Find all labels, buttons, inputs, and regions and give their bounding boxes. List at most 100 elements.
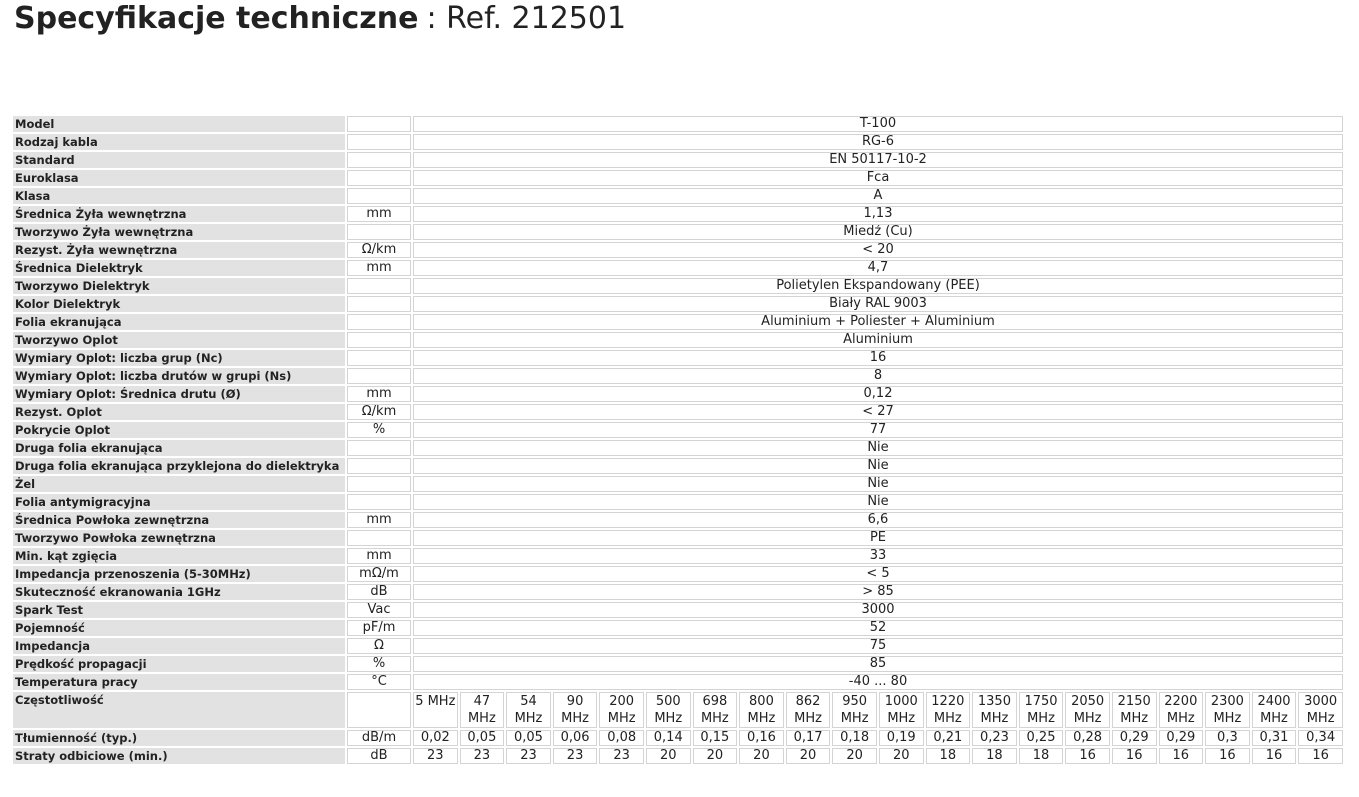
row-label: Wymiary Oplot: liczba grup (Nc): [13, 350, 345, 366]
row-label: Impedancja przenoszenia (5-30MHz): [13, 566, 345, 582]
spec-row: Rezyst. Żyła wewnętrzna Ω/km < 20: [13, 242, 1343, 258]
return-loss-cell: 20: [878, 748, 924, 764]
row-label: Model: [13, 116, 345, 132]
frequency-cell: 862 MHz: [785, 692, 831, 728]
row-unit: [347, 134, 411, 150]
spec-row: Klasa A: [13, 188, 1343, 204]
attenuation-cell: 0,17: [785, 730, 831, 746]
spec-row: Min. kąt zgięcia mm 33: [13, 548, 1343, 564]
spec-row: Skuteczność ekranowania 1GHz dB > 85: [13, 584, 1343, 600]
frequency-cell: 2300 MHz: [1205, 692, 1250, 728]
row-unit: [347, 278, 411, 294]
row-value: EN 50117-10-2: [413, 152, 1343, 168]
spec-row: Kolor Dielektryk Biały RAL 9003: [13, 296, 1343, 312]
frequency-row: Częstotliwość 5 MHz 47 MHz 54 MHz 90 MHz 200 …: [13, 692, 1343, 728]
row-label: Średnica Żyła wewnętrzna: [13, 206, 345, 222]
row-value: 33: [413, 548, 1343, 564]
row-value: 1,13: [413, 206, 1343, 222]
return-loss-cell: 18: [1018, 748, 1064, 764]
frequency-cell: 54 MHz: [506, 692, 551, 728]
spec-row: Tworzywo Powłoka zewnętrzna PE: [13, 530, 1343, 546]
row-label: Straty odbiciowe (min.): [13, 748, 345, 764]
spec-row: Impedancja przenoszenia (5-30MHz) mΩ/m < 5: [13, 566, 1343, 582]
row-label: Skuteczność ekranowania 1GHz: [13, 584, 345, 600]
row-unit: mm: [347, 512, 411, 528]
return-loss-cell: 20: [645, 748, 691, 764]
spec-row: Temperatura pracy °C -40 ... 80: [13, 674, 1343, 690]
frequency-cell: 1350 MHz: [972, 692, 1017, 728]
return-loss-cell: 23: [413, 748, 458, 764]
spec-row: Tworzywo Żyła wewnętrzna Miedź (Cu): [13, 224, 1343, 240]
frequency-cell: 2200 MHz: [1158, 692, 1204, 728]
attenuation-cell: 0,23: [972, 730, 1017, 746]
attenuation-cell: 0,29: [1158, 730, 1204, 746]
return-loss-row: Straty odbiciowe (min.) dB 23 23 23 23 23 20 20 2…: [13, 748, 1343, 764]
row-value: Nie: [413, 458, 1343, 474]
row-value: 75: [413, 638, 1343, 654]
attenuation-cell: 0,28: [1065, 730, 1110, 746]
row-value: RG-6: [413, 134, 1343, 150]
row-label: Średnica Dielektryk: [13, 260, 345, 276]
row-label: Żel: [13, 476, 345, 492]
frequency-cell: 698 MHz: [692, 692, 738, 728]
return-loss-cell: 16: [1205, 748, 1250, 764]
row-label: Folia ekranująca: [13, 314, 345, 330]
row-label: Impedancja: [13, 638, 345, 654]
row-unit: [347, 692, 411, 728]
row-label: Kolor Dielektryk: [13, 296, 345, 312]
row-label: Tłumienność (typ.): [13, 730, 345, 746]
return-loss-cell: 20: [692, 748, 738, 764]
row-unit: [347, 368, 411, 384]
spec-row: Żel Nie: [13, 476, 1343, 492]
row-label: Folia antymigracyjna: [13, 494, 345, 510]
attenuation-cell: 0,05: [506, 730, 551, 746]
attenuation-cell: 0,16: [739, 730, 784, 746]
row-label: Tworzywo Dielektryk: [13, 278, 345, 294]
spec-row: Wymiary Oplot: liczba grup (Nc) 16: [13, 350, 1343, 366]
row-value: Polietylen Ekspandowany (PEE): [413, 278, 1343, 294]
row-label: Min. kąt zgięcia: [13, 548, 345, 564]
row-unit: °C: [347, 674, 411, 690]
row-value: Biały RAL 9003: [413, 296, 1343, 312]
row-value: Aluminium + Poliester + Aluminium: [413, 314, 1343, 330]
row-value: Aluminium: [413, 332, 1343, 348]
frequency-cell: 1750 MHz: [1018, 692, 1064, 728]
frequency-cell: 200 MHz: [599, 692, 644, 728]
row-label: Standard: [13, 152, 345, 168]
reference: : Ref. 212501: [426, 1, 627, 36]
row-unit: [347, 152, 411, 168]
attenuation-cell: 0,3: [1205, 730, 1250, 746]
return-loss-cell: 18: [972, 748, 1017, 764]
row-value: A: [413, 188, 1343, 204]
row-unit: mΩ/m: [347, 566, 411, 582]
spec-row: Spark Test Vac 3000: [13, 602, 1343, 618]
spec-row: Wymiary Oplot: Średnica drutu (Ø) mm 0,12: [13, 386, 1343, 402]
frequency-cell: 47 MHz: [459, 692, 505, 728]
row-unit: [347, 296, 411, 312]
row-unit: mm: [347, 386, 411, 402]
attenuation-cell: 0,18: [832, 730, 877, 746]
frequency-cell: 950 MHz: [832, 692, 877, 728]
row-label: Euroklasa: [13, 170, 345, 186]
row-label: Pokrycie Oplot: [13, 422, 345, 438]
attenuation-cell: 0,08: [599, 730, 644, 746]
return-loss-cell: 23: [552, 748, 598, 764]
row-value: 52: [413, 620, 1343, 636]
row-unit: dB: [347, 748, 411, 764]
row-label: Rezyst. Żyła wewnętrzna: [13, 242, 345, 258]
title: Specyfikacje techniczne: [14, 1, 419, 36]
spec-row: Prędkość propagacji% 85: [13, 656, 1343, 672]
spec-row: Folia ekranująca Aluminium + Poliester + …: [13, 314, 1343, 330]
row-label: Wymiary Oplot: liczba drutów w grupi (Ns…: [13, 368, 345, 384]
spec-row: Standard EN 50117-10-2: [13, 152, 1343, 168]
attenuation-cell: 0,19: [878, 730, 924, 746]
row-unit: [347, 314, 411, 330]
row-label: Pojemność: [13, 620, 345, 636]
attenuation-cell: 0,31: [1251, 730, 1297, 746]
return-loss-cell: 23: [599, 748, 644, 764]
spec-table: Model T-100 Rodzaj kabla RG-6 Standard EN 501…: [11, 114, 1345, 766]
row-value: 4,7: [413, 260, 1343, 276]
frequency-cell: 500 MHz: [645, 692, 691, 728]
spec-row: Euroklasa Fca: [13, 170, 1343, 186]
